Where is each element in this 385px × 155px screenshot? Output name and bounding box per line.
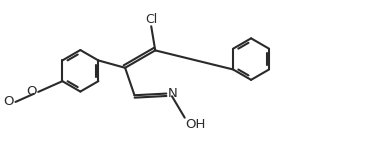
Text: N: N xyxy=(167,87,177,100)
Text: O: O xyxy=(27,85,37,98)
Text: O: O xyxy=(4,95,14,108)
Text: OH: OH xyxy=(185,118,206,131)
Text: Cl: Cl xyxy=(145,13,157,26)
